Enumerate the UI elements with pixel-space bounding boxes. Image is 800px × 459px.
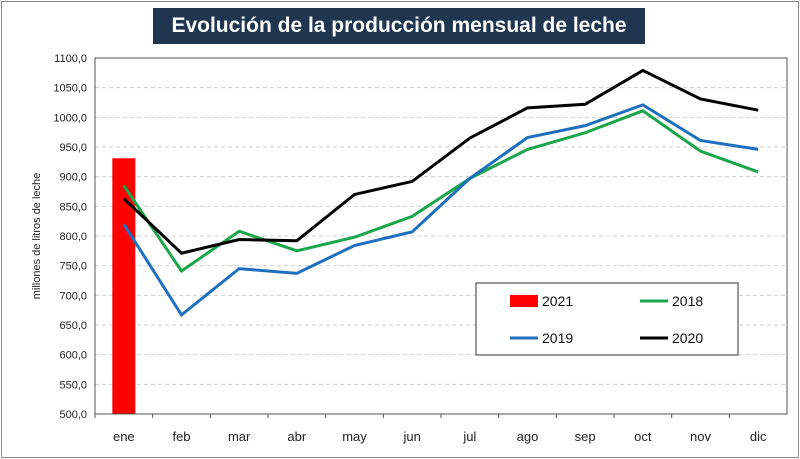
y-tick-label: 700,0	[59, 290, 87, 302]
legend-label-2018: 2018	[672, 293, 703, 309]
y-tick-label: 650,0	[59, 320, 87, 332]
legend-label-2019: 2019	[542, 330, 573, 346]
x-tick-label: ene	[113, 429, 135, 444]
x-tick-label: feb	[172, 429, 190, 444]
y-tick-label: 500,0	[59, 409, 87, 421]
x-tick-label: mar	[228, 429, 251, 444]
x-tick-label: may	[342, 429, 367, 444]
legend: 2021 2018 2019 2020	[475, 282, 739, 356]
line-2019	[122, 103, 759, 318]
y-tick-label: 800,0	[59, 231, 87, 243]
y-tick-label: 900,0	[59, 172, 87, 184]
chart-title: Evolución de la producción mensual de le…	[153, 8, 645, 44]
x-tick-label: dic	[750, 429, 767, 444]
plot-area-border	[94, 57, 788, 415]
x-tick-label: jul	[462, 429, 476, 444]
x-axis-ticks: ene feb mar abr may jun jul ago sep oct nov dic	[94, 414, 767, 444]
series-lines	[122, 68, 759, 318]
line-2020	[122, 68, 759, 255]
x-tick-label: sep	[575, 429, 596, 444]
x-tick-label: nov	[690, 429, 711, 444]
y-tick-label: 1050,0	[53, 83, 87, 95]
x-tick-label: abr	[287, 429, 306, 444]
y-tick-label: 950,0	[59, 142, 87, 154]
legend-label-2020: 2020	[672, 330, 703, 346]
legend-label-2021: 2021	[542, 293, 573, 309]
y-tick-label: 1000,0	[53, 112, 87, 124]
y-tick-label: 550,0	[59, 379, 87, 391]
y-axis-label: millones de litros de leche	[31, 173, 43, 300]
y-tick-label: 600,0	[59, 350, 87, 362]
y-tick-label: 850,0	[59, 201, 87, 213]
legend-swatch-2021	[510, 295, 538, 307]
y-tick-label: 1100,0	[54, 53, 87, 65]
x-tick-label: jun	[402, 429, 420, 444]
bar-2021-ene	[112, 158, 136, 414]
line-2018	[122, 109, 759, 274]
y-axis-ticks: 500,0 550,0 600,0 650,0 700,0 750,0 800,0 850,0…	[53, 53, 87, 421]
y-tick-label: 750,0	[59, 261, 87, 273]
x-tick-label: oct	[634, 429, 652, 444]
x-tick-label: ago	[517, 429, 539, 444]
bars	[112, 158, 136, 414]
